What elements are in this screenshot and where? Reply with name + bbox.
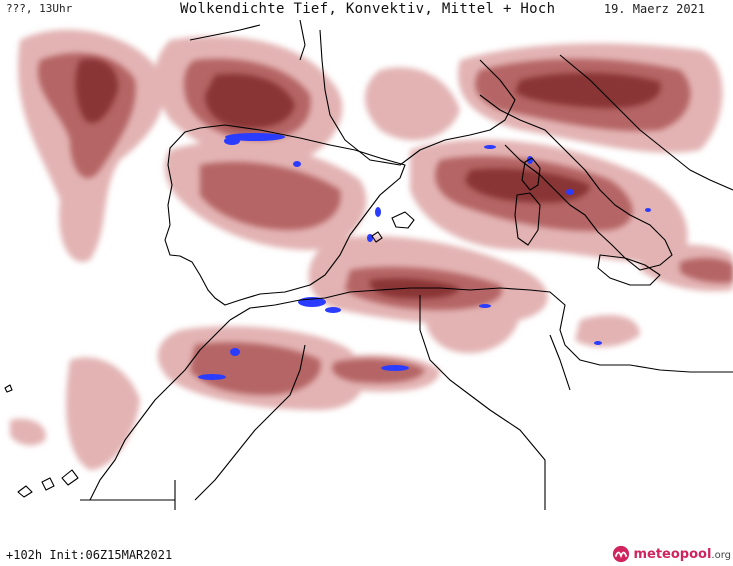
coastlines-borders: [4, 19, 733, 510]
map-title: Wolkendichte Tief, Konvektiv, Mittel + H…: [180, 1, 556, 17]
cloud-density-map: [0, 18, 733, 528]
location-time-label: ???, 13Uhr: [6, 2, 73, 15]
forecast-date: 19. Maerz 2021: [603, 2, 705, 16]
brand-name: meteopool.org: [633, 547, 731, 562]
footer-bar: +102h Init:06Z15MAR2021 meteopool.org: [0, 528, 733, 566]
brand-tld: .org: [711, 549, 731, 561]
brand-name-text: meteopool: [633, 546, 712, 562]
brand-logo-link[interactable]: meteopool.org: [612, 544, 731, 564]
cloud-field-dark: [75, 58, 661, 299]
meteopool-logo-icon: [613, 545, 630, 563]
model-run-info: +102h Init:06Z15MAR2021: [6, 548, 173, 562]
